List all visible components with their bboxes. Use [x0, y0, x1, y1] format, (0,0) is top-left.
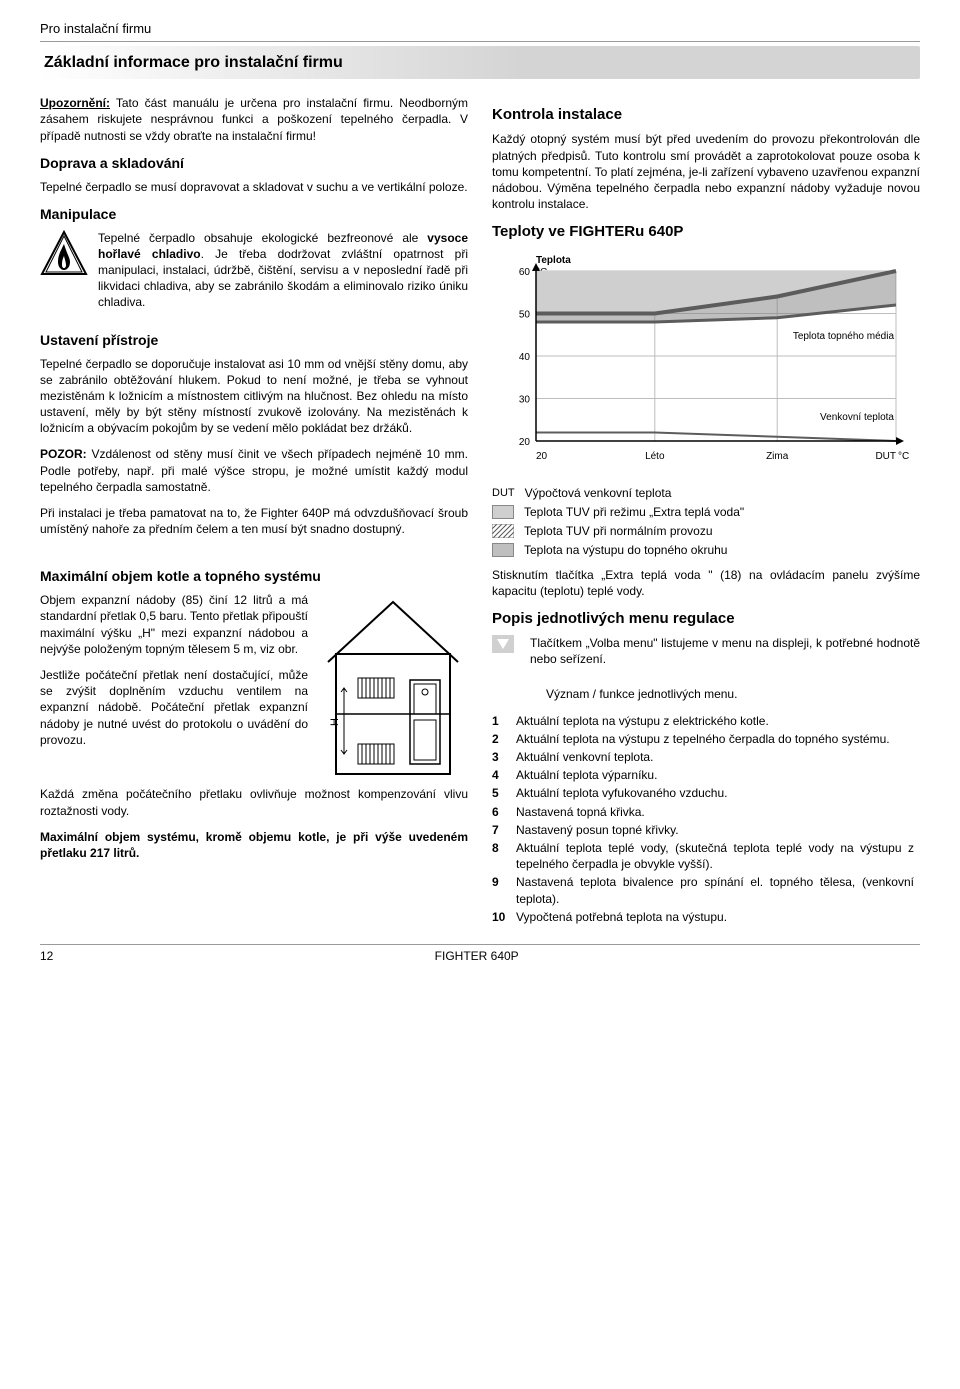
svg-text:20: 20: [536, 451, 548, 462]
placement-text-3: Při instalaci je třeba pamatovat na to, …: [40, 505, 468, 537]
legend-row: Teplota TUV při režimu „Extra teplá voda…: [492, 504, 920, 520]
menu-number: 6: [492, 803, 516, 821]
svg-text:30: 30: [519, 394, 531, 405]
footer-model: FIGHTER 640P: [53, 948, 900, 964]
menu-desc: Aktuální teplota výparníku.: [516, 766, 920, 784]
legend-swatch: [492, 543, 514, 557]
svg-text:Venkovní teplota: Venkovní teplota: [820, 411, 894, 422]
heading-menu: Popis jednotlivých menu regulace: [492, 609, 920, 629]
menu-row: 5Aktuální teplota vyfukovaného vzduchu.: [492, 784, 920, 802]
menu-row: 6Nastavená topná křivka.: [492, 803, 920, 821]
legend-swatch: [492, 505, 514, 519]
legend-row: Teplota TUV při normálním provozu: [492, 523, 920, 539]
svg-text:H: H: [329, 718, 341, 726]
menu-number: 7: [492, 821, 516, 839]
menu-row: 4Aktuální teplota výparníku.: [492, 766, 920, 784]
heading-teploty: Teploty ve FIGHTERu 640P: [492, 222, 920, 242]
page-number: 12: [40, 948, 53, 964]
warning-label: Upozornění:: [40, 96, 110, 110]
svg-text:50: 50: [519, 309, 531, 320]
svg-text:Teplota: Teplota: [536, 255, 571, 266]
page-header-small: Pro instalační firmu: [40, 20, 920, 42]
extra-hot-text: Stisknutím tlačítka „Extra teplá voda " …: [492, 567, 920, 599]
menu-number: 4: [492, 766, 516, 784]
svg-text:60: 60: [519, 267, 531, 278]
menu-number: 5: [492, 784, 516, 802]
left-column: Upozornění: Tato část manuálu je určena …: [40, 95, 468, 926]
menu-number: 8: [492, 839, 516, 873]
menu-number: 1: [492, 712, 516, 730]
legend-label: Teplota TUV při režimu „Extra teplá voda…: [524, 504, 744, 520]
svg-text:DUT: DUT: [875, 451, 896, 462]
menu-desc: Vypočtená potřebná teplota na výstupu.: [516, 908, 920, 926]
menu-desc: Nastavený posun topné křivky.: [516, 821, 920, 839]
menu-number: 2: [492, 730, 516, 748]
legend-label: Výpočtová venkovní teplota: [525, 485, 672, 501]
menu-row: 10Vypočtená potřebná teplota na výstupu.: [492, 908, 920, 926]
menu-desc: Aktuální venkovní teplota.: [516, 748, 920, 766]
menu-row: 2Aktuální teplota na výstupu z tepelného…: [492, 730, 920, 748]
svg-text:°C: °C: [898, 451, 909, 462]
legend-swatch: [492, 524, 514, 538]
right-column: Kontrola instalace Každý otopný systém m…: [492, 95, 920, 926]
menu-row: 3Aktuální venkovní teplota.: [492, 748, 920, 766]
page-footer: 12 FIGHTER 640P: [40, 944, 920, 964]
menu-down-icon: [492, 635, 514, 653]
legend-label: Teplota na výstupu do topného okruhu: [524, 542, 727, 558]
heading-manipulation: Manipulace: [40, 205, 468, 224]
maxvol-text-3: Každá změna počátečního přetlaku ovlivňu…: [40, 786, 468, 818]
svg-text:40: 40: [519, 352, 531, 363]
heading-transport: Doprava a skladování: [40, 154, 468, 173]
menu-desc: Aktuální teplota na výstupu z elektrické…: [516, 712, 920, 730]
legend-row: Teplota na výstupu do topného okruhu: [492, 542, 920, 558]
menu-table: 1Aktuální teplota na výstupu z elektrick…: [492, 712, 920, 926]
house-diagram: H: [318, 592, 468, 786]
heading-placement: Ustavení přístroje: [40, 331, 468, 350]
menu-number: 3: [492, 748, 516, 766]
menu-button-desc: Tlačítkem „Volba menu" listujeme v menu …: [530, 635, 920, 667]
placement-text-1: Tepelné čerpadlo se doporučuje instalova…: [40, 356, 468, 437]
maxvol-text-1: Objem expanzní nádoby (85) činí 12 litrů…: [40, 592, 308, 657]
menu-desc: Nastavená topná křivka.: [516, 803, 920, 821]
menu-row: 8Aktuální teplota teplé vody, (skutečná …: [492, 839, 920, 873]
kontrola-text: Každý otopný systém musí být před uveden…: [492, 131, 920, 212]
heading-max-volume: Maximální objem kotle a topného systému: [40, 567, 468, 586]
transport-text: Tepelné čerpadlo se musí dopravovat a sk…: [40, 179, 468, 195]
menu-row: 7Nastavený posun topné křivky.: [492, 821, 920, 839]
legend-swatch: DUT: [492, 486, 515, 500]
heading-kontrola: Kontrola instalace: [492, 105, 920, 125]
menu-number: 9: [492, 873, 516, 907]
menu-desc: Aktuální teplota teplé vody, (skutečná t…: [516, 839, 920, 873]
menu-desc: Aktuální teplota vyfukovaného vzduchu.: [516, 784, 920, 802]
menu-number: 10: [492, 908, 516, 926]
menu-desc: Nastavená teplota bivalence pro spínání …: [516, 873, 920, 907]
menu-row: 9Nastavená teplota bivalence pro spínání…: [492, 873, 920, 907]
manipulation-text: Tepelné čerpadlo obsahuje ekologické bez…: [98, 230, 468, 311]
flammable-icon: [40, 230, 88, 278]
warning-paragraph: Upozornění: Tato část manuálu je určena …: [40, 95, 468, 144]
svg-text:Zima: Zima: [766, 451, 789, 462]
legend-row: DUT Výpočtová venkovní teplota: [492, 485, 920, 501]
page-title: Základní informace pro instalační firmu: [40, 46, 920, 80]
legend-label: Teplota TUV při normálním provozu: [524, 523, 713, 539]
menu-subtitle: Význam / funkce jednotlivých menu.: [546, 686, 920, 702]
maxvol-text-4: Maximální objem systému, kromě objemu ko…: [40, 829, 468, 861]
menu-desc: Aktuální teplota na výstupu z tepelného …: [516, 730, 920, 748]
svg-text:Teplota topného média: Teplota topného média: [793, 331, 895, 342]
maxvol-text-2: Jestliže počáteční přetlak není dostačuj…: [40, 667, 308, 748]
svg-text:Léto: Léto: [645, 451, 665, 462]
menu-row: 1Aktuální teplota na výstupu z elektrick…: [492, 712, 920, 730]
temperature-chart: Teplota°C203040506020LétoZimaDUT°CTeplot…: [492, 251, 920, 475]
placement-text-2: POZOR: Vzdálenost od stěny musí činit ve…: [40, 446, 468, 495]
svg-text:20: 20: [519, 437, 531, 448]
